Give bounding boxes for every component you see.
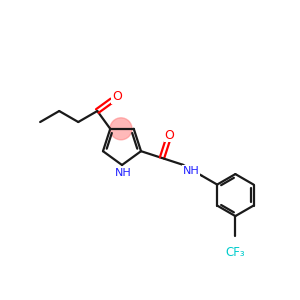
Text: NH: NH [183, 166, 200, 176]
Text: CF₃: CF₃ [226, 246, 245, 259]
Circle shape [110, 118, 132, 140]
Text: NH: NH [115, 168, 131, 178]
Text: O: O [112, 90, 122, 104]
Text: O: O [164, 129, 174, 142]
